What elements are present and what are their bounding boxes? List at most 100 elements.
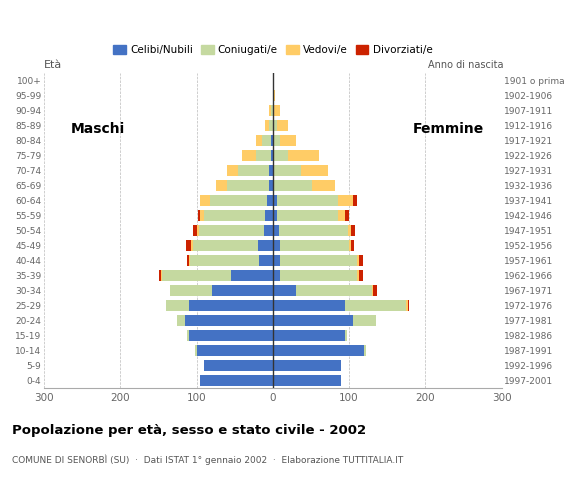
Bar	[313, 180, 335, 191]
Bar	[277, 195, 338, 206]
Bar	[273, 120, 277, 132]
Bar	[273, 255, 281, 266]
Bar	[265, 120, 269, 132]
Bar	[281, 240, 349, 251]
Bar	[406, 300, 408, 311]
Bar	[273, 150, 274, 161]
Bar	[349, 240, 351, 251]
Bar	[269, 180, 273, 191]
Bar	[274, 180, 313, 191]
Bar	[189, 330, 273, 341]
Bar	[338, 210, 345, 221]
Bar	[281, 135, 296, 146]
Bar	[212, 285, 273, 296]
Bar	[273, 345, 364, 356]
Bar	[269, 120, 273, 132]
Bar	[301, 165, 328, 176]
Bar	[189, 300, 273, 311]
Bar	[277, 120, 288, 132]
Bar	[265, 210, 273, 221]
Bar	[273, 195, 277, 206]
Bar	[195, 345, 197, 356]
Bar	[204, 360, 273, 371]
Bar	[273, 300, 345, 311]
Bar	[338, 195, 353, 206]
Bar	[273, 374, 342, 386]
Bar	[166, 300, 189, 311]
Bar	[170, 285, 212, 296]
Bar	[273, 165, 274, 176]
Bar	[345, 330, 347, 341]
Bar	[273, 240, 281, 251]
Bar	[359, 270, 363, 281]
Bar	[209, 195, 267, 206]
Bar	[273, 330, 345, 341]
Text: Popolazione per età, sesso e stato civile - 2002: Popolazione per età, sesso e stato civil…	[12, 424, 366, 437]
Bar	[351, 240, 354, 251]
Bar	[270, 105, 273, 116]
Bar	[372, 285, 374, 296]
Bar	[274, 105, 281, 116]
Bar	[353, 315, 376, 326]
Bar	[269, 165, 273, 176]
Bar	[408, 300, 409, 311]
Bar	[216, 180, 227, 191]
Bar	[364, 345, 366, 356]
Bar	[231, 270, 273, 281]
Bar	[288, 150, 318, 161]
Bar	[273, 225, 279, 236]
Bar	[281, 255, 357, 266]
Bar	[200, 195, 209, 206]
Bar	[271, 135, 273, 146]
Bar	[264, 225, 273, 236]
Bar	[281, 270, 357, 281]
Bar	[193, 240, 258, 251]
Bar	[277, 210, 338, 221]
Bar	[199, 225, 264, 236]
Bar	[347, 225, 351, 236]
Bar	[258, 240, 273, 251]
Bar	[279, 225, 347, 236]
Bar	[345, 210, 349, 221]
Bar	[262, 135, 271, 146]
Bar	[161, 270, 162, 281]
Bar	[351, 225, 355, 236]
Bar	[193, 225, 197, 236]
Bar	[204, 210, 265, 221]
Bar	[227, 165, 238, 176]
Text: Maschi: Maschi	[70, 122, 125, 136]
Bar	[273, 270, 281, 281]
Bar	[200, 374, 273, 386]
Text: COMUNE DI SENORBÌ (SU)  ·  Dati ISTAT 1° gennaio 2002  ·  Elaborazione TUTTITALI: COMUNE DI SENORBÌ (SU) · Dati ISTAT 1° g…	[12, 455, 403, 465]
Bar	[273, 135, 281, 146]
Bar	[359, 255, 363, 266]
Bar	[187, 255, 189, 266]
Bar	[185, 315, 273, 326]
Bar	[274, 150, 288, 161]
Bar	[273, 360, 342, 371]
Bar	[242, 150, 256, 161]
Bar	[191, 240, 193, 251]
Bar	[353, 195, 357, 206]
Legend: Celibi/Nubili, Coniugati/e, Vedovi/e, Divorziati/e: Celibi/Nubili, Coniugati/e, Vedovi/e, Di…	[109, 41, 437, 59]
Text: Femmine: Femmine	[412, 122, 484, 136]
Bar	[189, 255, 190, 266]
Bar	[197, 345, 273, 356]
Bar	[259, 255, 273, 266]
Text: Età: Età	[44, 60, 62, 71]
Bar	[273, 210, 277, 221]
Bar	[271, 150, 273, 161]
Bar	[273, 105, 274, 116]
Bar	[198, 210, 200, 221]
Bar	[238, 165, 269, 176]
Bar	[187, 330, 189, 341]
Bar	[296, 285, 372, 296]
Bar	[227, 180, 269, 191]
Bar	[374, 285, 378, 296]
Bar	[256, 135, 262, 146]
Bar	[345, 300, 406, 311]
Bar	[256, 150, 271, 161]
Bar	[273, 180, 274, 191]
Bar	[357, 255, 359, 266]
Bar	[177, 315, 185, 326]
